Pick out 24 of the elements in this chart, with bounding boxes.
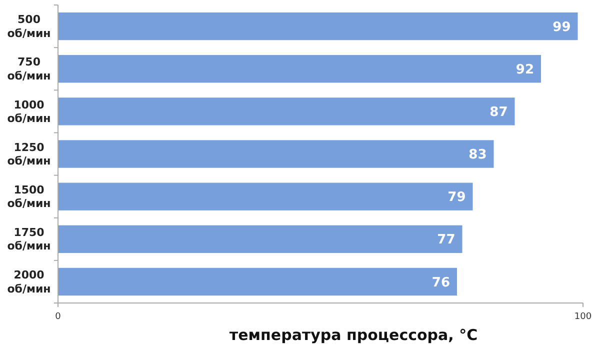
data-label: 76 bbox=[432, 275, 450, 290]
x-tick-label: 100 bbox=[574, 312, 592, 322]
y-tick-label: 750 об/мин bbox=[7, 56, 51, 82]
y-tick-label: 1750 об/мин bbox=[7, 226, 51, 253]
data-label: 92 bbox=[516, 62, 534, 78]
data-label: 83 bbox=[468, 148, 487, 163]
bar bbox=[58, 268, 457, 296]
data-label: 87 bbox=[490, 104, 508, 120]
y-tick-label: 2000 об/мин bbox=[7, 268, 51, 296]
bar bbox=[58, 12, 578, 40]
bar bbox=[58, 182, 473, 210]
data-label: 77 bbox=[437, 232, 456, 248]
bar bbox=[58, 55, 541, 83]
x-tick-label: 0 bbox=[55, 312, 62, 322]
y-tick-label: 1250 об/мин bbox=[7, 140, 51, 168]
x-axis-title: температура процессора, °C bbox=[229, 326, 478, 344]
data-label: 99 bbox=[552, 20, 571, 35]
y-tick-label: 1500 об/мин bbox=[7, 183, 51, 210]
y-tick-label: 500 об/мин bbox=[7, 13, 51, 40]
bar bbox=[58, 225, 462, 253]
data-label: 79 bbox=[448, 190, 466, 206]
bar bbox=[58, 140, 494, 168]
bar bbox=[58, 98, 515, 126]
y-tick-label: 1000 об/мин bbox=[7, 98, 51, 126]
